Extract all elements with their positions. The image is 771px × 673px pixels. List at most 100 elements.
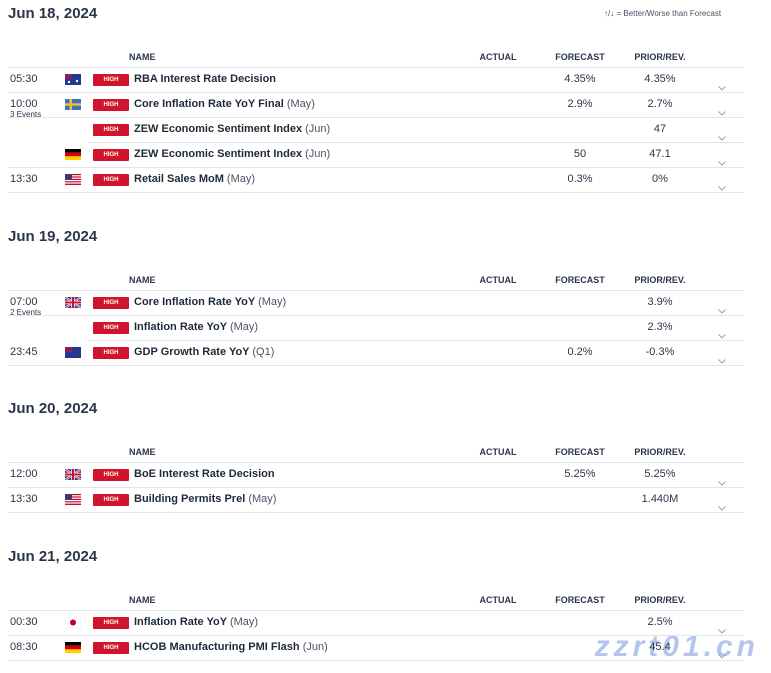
- expand-toggle[interactable]: [718, 303, 726, 314]
- event-name: BoE Interest Rate Decision: [134, 467, 275, 481]
- row-divider: [8, 365, 743, 366]
- expand-toggle[interactable]: [718, 80, 726, 91]
- chevron-icon: [718, 309, 726, 314]
- event-period: (Q1): [252, 346, 275, 358]
- impact-badge: HIGH: [93, 124, 129, 136]
- event-period: (May): [286, 98, 315, 110]
- event-name: ZEW Economic Sentiment Index (Jun): [134, 122, 330, 136]
- country-flag: [65, 642, 81, 653]
- header-divider: [8, 610, 743, 611]
- column-header: PRIOR/REV.: [634, 275, 686, 285]
- prior-value: 3.9%: [647, 296, 673, 308]
- chevron-icon: [718, 161, 726, 166]
- row-divider: [8, 167, 743, 168]
- event-title: GDP Growth Rate YoY: [134, 346, 250, 358]
- column-header: FORECAST: [555, 447, 605, 457]
- chevron-icon: [718, 334, 726, 339]
- flag-icon: [64, 468, 82, 481]
- column-header: NAME: [129, 275, 156, 285]
- chevron-icon: [718, 186, 726, 191]
- impact-badge: HIGH: [93, 494, 129, 506]
- chevron-icon: [718, 654, 726, 659]
- expand-toggle[interactable]: [718, 500, 726, 511]
- impact-badge: HIGH: [93, 297, 129, 309]
- flag-icon: [64, 616, 82, 629]
- expand-toggle[interactable]: [718, 180, 726, 191]
- impact-badge: HIGH: [93, 74, 129, 86]
- column-header: ACTUAL: [479, 595, 517, 605]
- expand-toggle[interactable]: [718, 475, 726, 486]
- flag-icon: [65, 74, 81, 85]
- impact-badge: HIGH: [93, 642, 129, 654]
- event-time: 13:30: [10, 493, 38, 505]
- event-period: (Jun): [305, 123, 331, 135]
- expand-toggle[interactable]: [718, 353, 726, 364]
- impact-badge: HIGH: [93, 469, 129, 481]
- flag-icon: [64, 296, 82, 309]
- event-name: HCOB Manufacturing PMI Flash (Jun): [134, 640, 328, 654]
- expand-toggle[interactable]: [718, 623, 726, 634]
- column-header: NAME: [129, 447, 156, 457]
- prior-value: 5.25%: [644, 468, 676, 480]
- country-flag: [64, 616, 82, 629]
- row-divider: [8, 512, 743, 513]
- expand-toggle[interactable]: [718, 328, 726, 339]
- down-icon: ↓: [610, 9, 615, 18]
- event-name: Retail Sales MoM (May): [134, 172, 255, 186]
- row-divider: [8, 487, 743, 488]
- column-header: ACTUAL: [479, 275, 517, 285]
- event-name: ZEW Economic Sentiment Index (Jun): [134, 147, 330, 161]
- column-header: PRIOR/REV.: [634, 52, 686, 62]
- impact-badge: HIGH: [93, 149, 129, 161]
- column-header: PRIOR/REV.: [634, 595, 686, 605]
- forecast-value: 4.35%: [564, 73, 596, 85]
- row-divider: [8, 192, 743, 193]
- expand-toggle[interactable]: [718, 648, 726, 659]
- event-title: HCOB Manufacturing PMI Flash: [134, 641, 300, 653]
- event-name: RBA Interest Rate Decision: [134, 72, 276, 86]
- up-icon: ↑: [604, 9, 608, 18]
- expand-toggle[interactable]: [718, 155, 726, 166]
- row-divider: [88, 142, 743, 143]
- event-period: (May): [248, 493, 277, 505]
- prior-value: 1.440M: [641, 493, 679, 505]
- event-period: (May): [226, 173, 256, 185]
- header-divider: [8, 290, 743, 291]
- legend: ↑/↓ = Better/Worse than Forecast: [604, 9, 722, 18]
- row-divider: [8, 117, 743, 118]
- event-period: (Jun): [305, 148, 331, 160]
- country-flag: [65, 149, 81, 160]
- column-header: FORECAST: [555, 275, 605, 285]
- column-header: FORECAST: [555, 52, 605, 62]
- expand-toggle[interactable]: [718, 105, 726, 116]
- event-name: Core Inflation Rate YoY (May): [134, 295, 286, 309]
- event-time: 07:00: [10, 296, 38, 308]
- prior-value: 2.5%: [647, 616, 673, 628]
- event-name: Building Permits Prel (May): [134, 492, 276, 506]
- flag-icon: [65, 149, 81, 160]
- event-title: Inflation Rate YoY: [134, 321, 227, 333]
- prior-value: 0%: [652, 173, 668, 185]
- prior-value: 47: [653, 123, 667, 135]
- expand-toggle[interactable]: [718, 130, 726, 141]
- event-title: ZEW Economic Sentiment Index: [134, 148, 303, 160]
- country-flag: [65, 494, 81, 505]
- column-header: FORECAST: [555, 595, 605, 605]
- chevron-icon: [718, 111, 726, 116]
- column-header: NAME: [129, 52, 156, 62]
- event-title: ZEW Economic Sentiment Index: [134, 123, 303, 135]
- chevron-icon: [718, 359, 726, 364]
- legend-text: = Better/Worse than Forecast: [616, 9, 722, 18]
- day-header: Jun 20, 2024: [8, 400, 98, 417]
- day-header: Jun 21, 2024: [8, 548, 98, 565]
- event-name: GDP Growth Rate YoY (Q1): [134, 345, 274, 359]
- row-divider: [8, 92, 743, 93]
- event-time: 13:30: [10, 173, 38, 185]
- prior-value: 4.35%: [644, 73, 676, 85]
- column-header: NAME: [129, 595, 156, 605]
- event-name: Inflation Rate YoY (May): [134, 615, 258, 629]
- impact-badge: HIGH: [93, 322, 129, 334]
- row-divider: [8, 660, 743, 661]
- event-title: Core Inflation Rate YoY: [134, 296, 256, 308]
